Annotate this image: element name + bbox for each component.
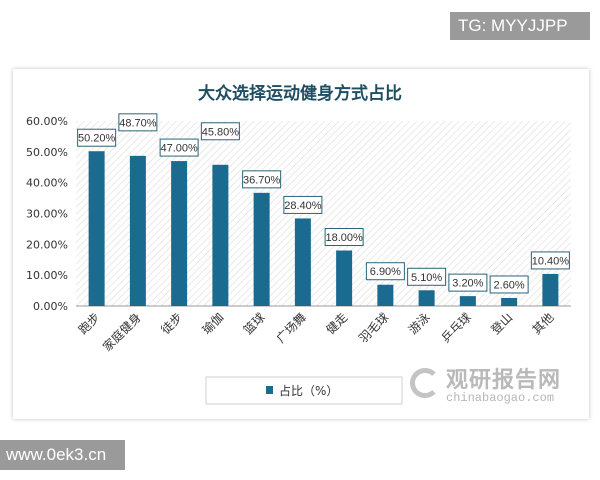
tg-badge: TG: MYYJJPP — [450, 12, 590, 40]
site-badge: www.0ek3.cn — [0, 440, 125, 470]
bar — [377, 284, 394, 306]
data-label: 47.00% — [160, 143, 198, 155]
bar — [294, 218, 311, 306]
chart-title: 大众选择运动健身方式占比 — [198, 83, 402, 104]
data-label: 50.20% — [78, 133, 116, 145]
bar — [253, 192, 270, 306]
data-label: 18.00% — [325, 232, 363, 244]
legend-swatch — [266, 386, 273, 394]
y-tick-label: 60.00% — [26, 115, 68, 128]
plot-area — [76, 121, 571, 306]
x-tick-label: 瑜伽 — [199, 310, 227, 338]
watermark-logo-icon — [410, 368, 440, 398]
bar — [171, 161, 188, 306]
data-label-box — [530, 251, 570, 270]
x-tick-label: 家庭健身 — [99, 310, 144, 355]
bar — [418, 290, 435, 306]
x-tick-label: 其他 — [530, 310, 557, 337]
data-label: 10.40% — [532, 255, 570, 267]
data-label: 2.60% — [494, 279, 525, 291]
bar — [501, 297, 518, 306]
y-tick-label: 40.00% — [26, 177, 68, 190]
y-tick-label: 0.00% — [33, 300, 68, 313]
bar — [336, 250, 353, 306]
data-label: 28.40% — [284, 200, 322, 212]
data-label-box — [77, 128, 117, 147]
x-tick-label: 篮球 — [240, 310, 268, 338]
data-label-box — [159, 138, 199, 157]
data-label: 6.90% — [370, 266, 401, 278]
data-label-box — [283, 195, 323, 214]
x-tick-label: 羽毛球 — [356, 310, 391, 345]
data-label: 36.70% — [243, 174, 281, 186]
data-label-box — [324, 228, 364, 246]
data-label: 45.80% — [202, 126, 240, 138]
watermark-cn: 观研报告网 — [446, 368, 562, 393]
bar — [88, 151, 105, 306]
data-label-box — [200, 122, 240, 141]
x-tick-label: 游泳 — [406, 310, 433, 337]
x-tick-label: 健走 — [323, 310, 350, 337]
data-label-box — [448, 273, 488, 292]
watermark-en: chinabaogao.com — [446, 391, 555, 405]
data-label: 5.10% — [411, 272, 442, 284]
data-label-box — [118, 113, 158, 132]
bar — [212, 164, 229, 306]
legend: 占比（%） — [205, 376, 403, 405]
bar — [542, 273, 559, 306]
x-tick-label: 乒乓球 — [439, 310, 474, 345]
x-tick-label: 登山 — [488, 310, 516, 338]
y-tick-label: 50.00% — [26, 146, 68, 159]
x-tick-label: 跑步 — [76, 310, 103, 337]
y-tick-label: 20.00% — [26, 238, 68, 251]
bar — [129, 155, 146, 306]
data-label-box — [489, 275, 529, 294]
legend-label: 占比（%） — [279, 383, 338, 398]
data-label-box — [365, 262, 405, 281]
y-tick-label: 10.00% — [26, 269, 68, 282]
y-tick-label: 30.00% — [26, 208, 68, 221]
x-tick-label: 广场舞 — [274, 310, 309, 345]
data-label-box — [407, 267, 447, 286]
bar — [459, 296, 476, 306]
watermark: 观研报告网 chinabaogao.com — [410, 362, 580, 408]
data-label: 3.20% — [452, 278, 483, 290]
x-tick-label: 徒步 — [158, 310, 185, 337]
data-label: 48.70% — [119, 117, 157, 129]
data-label-box — [242, 170, 282, 189]
